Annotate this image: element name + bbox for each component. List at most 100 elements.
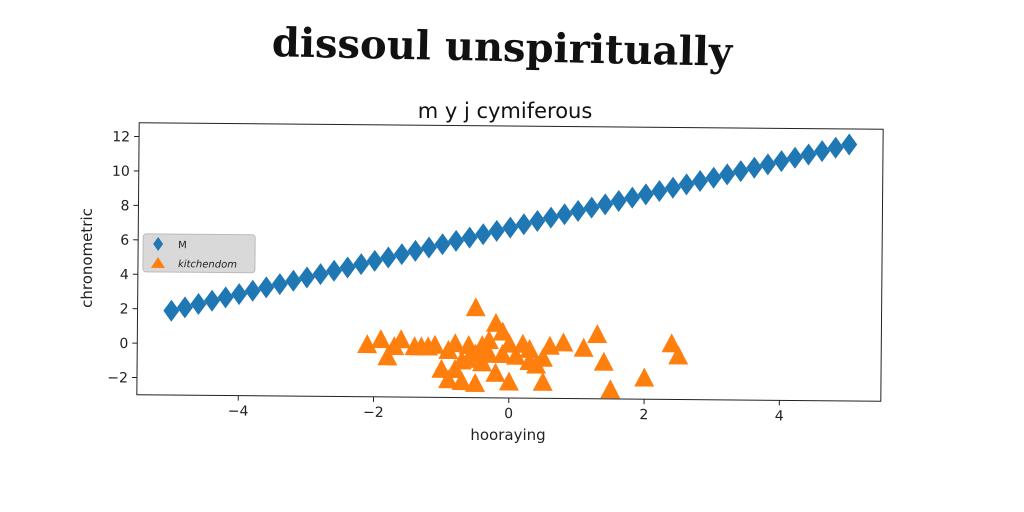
y-tick-label: 10 — [112, 164, 130, 180]
diamond-point — [746, 156, 763, 179]
diamond-point — [705, 166, 722, 189]
triangle-point — [593, 351, 614, 371]
diamond-point — [434, 233, 451, 256]
diamond-point — [393, 243, 410, 266]
triangle-point — [553, 332, 574, 352]
triangle-point — [370, 329, 391, 349]
triangle-point — [377, 346, 398, 366]
diamond-point — [488, 219, 505, 242]
triangle-point — [391, 329, 412, 349]
diamond-point — [814, 140, 831, 163]
x-tick-label: −2 — [363, 405, 384, 421]
diamond-point — [190, 293, 207, 316]
diamond-point — [664, 176, 681, 199]
diamond-point — [339, 256, 356, 279]
triangle-point — [600, 379, 621, 399]
triangle-point — [661, 333, 682, 353]
diamond-point — [420, 236, 437, 259]
y-tick-label: 0 — [119, 336, 128, 352]
x-tick-label: −4 — [228, 404, 249, 420]
triangle-point — [668, 345, 689, 365]
triangle-point — [505, 345, 526, 365]
diamond-point — [719, 163, 736, 186]
diamond-point — [176, 296, 193, 319]
triangle-point — [573, 337, 594, 357]
triangle-point — [485, 362, 506, 382]
legend-entry-label: kitchendom — [178, 259, 237, 271]
y-tick-label: −2 — [107, 370, 128, 386]
diamond-point — [732, 160, 749, 183]
y-tick-label: 2 — [120, 302, 129, 318]
diamond-point — [556, 203, 573, 226]
chart-title: m y j cymiferous — [418, 99, 593, 123]
legend-marker — [153, 236, 164, 251]
diamond-point — [678, 173, 695, 196]
triangle-point — [587, 324, 608, 344]
diamond-point — [502, 216, 519, 239]
y-tick-label: 8 — [120, 198, 129, 214]
diamond-point — [163, 299, 180, 322]
triangle-point — [424, 334, 445, 354]
y-tick-label: 6 — [120, 233, 129, 249]
diamond-point — [271, 273, 288, 296]
diamond-point — [448, 229, 465, 252]
triangle-point — [357, 334, 378, 354]
diamond-point — [583, 196, 600, 219]
triangle-point — [499, 333, 520, 353]
diamond-point — [597, 193, 614, 216]
diamond-point — [800, 143, 817, 166]
x-tick-label: 2 — [639, 407, 648, 423]
diamond-point — [461, 226, 478, 249]
y-tick-label: 4 — [120, 267, 129, 283]
diamond-point — [773, 150, 790, 173]
diamond-point — [841, 133, 858, 156]
triangle-point — [438, 369, 459, 389]
triangle-point — [498, 371, 519, 391]
triangle-point — [532, 347, 553, 367]
triangle-point — [634, 367, 655, 387]
x-tick-label: 0 — [504, 406, 513, 422]
diamond-point — [231, 283, 248, 306]
diamond-point — [637, 183, 654, 206]
triangle-point — [478, 330, 499, 350]
diamond-point — [244, 279, 261, 302]
triangle-point — [445, 333, 466, 353]
triangle-point — [519, 338, 540, 359]
diamond-point — [827, 136, 844, 159]
diamond-point — [407, 239, 424, 262]
triangle-point — [478, 343, 499, 363]
x-axis-label: hooraying — [470, 426, 545, 444]
diamond-point — [285, 269, 302, 292]
diamond-point — [570, 199, 587, 222]
diamond-point — [258, 276, 275, 299]
diamond-point — [326, 259, 343, 282]
diamond-point — [204, 289, 221, 312]
triangle-point — [492, 343, 513, 364]
diamond-point — [217, 286, 234, 309]
diamond-point — [366, 249, 383, 272]
y-tick-label: 12 — [112, 129, 130, 145]
diamond-point — [515, 213, 532, 236]
triangle-point — [492, 321, 513, 341]
y-axis-label: chronometric — [78, 208, 96, 308]
diamond-point — [692, 170, 709, 193]
diamond-point — [651, 180, 668, 203]
diamond-point — [380, 246, 397, 269]
diamond-point — [759, 153, 776, 176]
diamond-point — [529, 209, 546, 232]
diamond-point — [298, 266, 315, 289]
triangle-point — [532, 371, 553, 391]
diamond-point — [610, 189, 627, 212]
legend-box — [142, 233, 256, 274]
triangle-point — [465, 372, 486, 393]
triangle-point — [465, 297, 486, 317]
legend-marker — [150, 256, 165, 269]
diamond-point — [542, 206, 559, 229]
legend-entry-label: M — [178, 240, 187, 251]
diamond-point — [312, 263, 329, 286]
diamond-point — [475, 223, 492, 246]
diamond-point — [353, 253, 370, 276]
diamond-point — [624, 186, 641, 209]
